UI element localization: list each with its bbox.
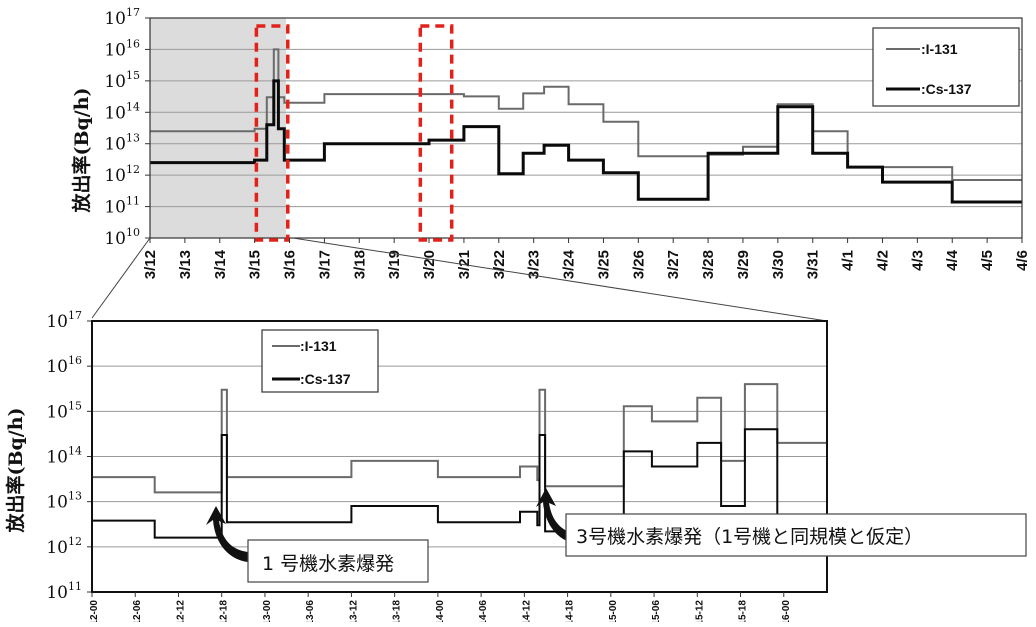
y-tick-label-14: 1014 — [46, 445, 82, 468]
x-tick-label: 3/24 — [561, 249, 578, 279]
series-line-cs137 — [150, 79, 1022, 204]
top-dashed-boxes — [254, 24, 454, 242]
x-tick-label: 3/17 — [316, 250, 333, 279]
annotation-unit3-arrow — [536, 488, 578, 544]
highlight-dashed-box-1 — [254, 24, 290, 242]
top-series-group — [150, 48, 1022, 204]
y-tick-label-12: 1012 — [104, 163, 140, 186]
annotation-unit1-arrow — [206, 506, 248, 562]
top-legend: :I-131 :Cs-137 — [872, 27, 1020, 107]
annotation-unit1: 1 号機水素爆発 — [206, 506, 429, 583]
x-tick-label: 3/28 — [700, 250, 717, 279]
y-tick-label-13: 1013 — [104, 132, 140, 155]
x-tick-label: 3/15-18 — [738, 600, 749, 622]
y-tick-label-17: 1017 — [46, 309, 82, 332]
x-tick-label: 4/4 — [944, 249, 961, 271]
x-tick-label: 4/1 — [840, 250, 857, 271]
highlight-dashed-box-2 — [418, 24, 454, 242]
x-tick-label: 3/20 — [421, 250, 438, 279]
x-tick-label: 3/26 — [630, 250, 647, 279]
x-tick-label: 4/2 — [874, 250, 891, 271]
x-tick-label: 3/14-06 — [478, 600, 489, 622]
x-tick-label: 3/14-12 — [521, 600, 532, 622]
x-tick-label: 4/6 — [1014, 250, 1031, 271]
zoom-connector-left — [91, 237, 151, 319]
bottom-plot-frame — [91, 320, 828, 593]
top-y-axis-label: 放出率(Bq/h) — [70, 87, 93, 213]
top-chart: 1010 1011 1012 1013 1014 1015 1016 1017 3/12 3/1… — [70, 6, 1031, 279]
x-tick-label: 3/15-00 — [608, 600, 619, 622]
x-tick-label: 3/13-18 — [392, 600, 403, 622]
x-tick-label: 3/13-00 — [262, 600, 273, 622]
top-y-tick-labels: 1010 1011 1012 1013 1014 1015 1016 1017 — [104, 6, 140, 249]
x-tick-label: 3/16 — [282, 250, 299, 279]
x-tick-label: 3/14-00 — [435, 600, 446, 622]
x-tick-label: 3/30 — [770, 250, 787, 279]
y-tick-label-16: 1016 — [104, 37, 140, 60]
bottom-legend-label-cs137: :Cs-137 — [300, 371, 351, 387]
x-tick-label: 4/5 — [979, 250, 996, 271]
x-tick-label: 3/12-00 — [89, 600, 100, 622]
x-tick-label: 3/18 — [351, 250, 368, 279]
x-tick-label: 3/12-06 — [132, 600, 143, 622]
top-x-tick-labels: 3/123/133/143/153/163/173/183/193/203/21… — [142, 238, 1031, 279]
annotation-unit1-text: 1 号機水素爆発 — [262, 553, 394, 575]
x-tick-label: 3/23 — [526, 250, 543, 279]
bottom-series-group — [92, 383, 827, 539]
top-plot-frame — [149, 17, 1023, 239]
x-tick-label: 3/15 — [247, 250, 264, 279]
zoom-connector-right — [292, 237, 828, 322]
annotation-unit1-box — [247, 539, 429, 583]
x-tick-label: 3/13 — [177, 250, 194, 279]
bottom-legend-box — [261, 329, 379, 393]
x-tick-label: 3/13-06 — [305, 600, 316, 622]
x-tick-label: 3/12-12 — [175, 600, 186, 622]
bottom-y-tick-labels: 1011 1012 1013 1014 1015 1016 1017 — [46, 309, 82, 603]
y-tick-label-10: 1010 — [104, 226, 140, 249]
x-tick-label: 3/22 — [491, 250, 508, 279]
annotation-unit3: 3号機水素爆発（1号機と同規模と仮定） — [536, 488, 1027, 557]
bottom-x-tick-labels: 3/12-00 3/12-06 3/12-12 3/12-18 3/13-00 3/13-… — [89, 592, 792, 627]
x-tick-label: 3/12-18 — [219, 600, 230, 622]
x-tick-label: 4/3 — [909, 250, 926, 271]
top-legend-label-i131: :I-131 — [921, 41, 958, 57]
y-tick-label-12: 1012 — [46, 535, 82, 558]
x-tick-label: 3/29 — [735, 250, 752, 279]
bottom-legend-label-i131: :I-131 — [300, 338, 337, 354]
y-tick-label-11: 1011 — [104, 195, 140, 218]
x-tick-label: 3/14 — [212, 249, 229, 279]
x-tick-label: 3/27 — [665, 250, 682, 279]
y-tick-label-17: 1017 — [104, 6, 140, 29]
bottom-legend: :I-131 :Cs-137 — [261, 329, 379, 393]
annotation-unit3-box — [565, 513, 1027, 557]
series-line-i131 — [92, 383, 827, 494]
x-tick-label: 3/16-00 — [781, 600, 792, 622]
x-tick-label: 3/25 — [595, 250, 612, 279]
bottom-y-axis-label: 放出率(Bq/h) — [4, 407, 27, 533]
x-tick-label: 3/13-12 — [348, 600, 359, 622]
y-tick-label-15: 1015 — [46, 399, 82, 422]
y-tick-label-16: 1016 — [46, 354, 82, 377]
x-tick-label: 3/15-12 — [694, 600, 705, 622]
x-tick-label: 3/31 — [805, 250, 822, 279]
series-line-i131 — [150, 48, 1022, 181]
series-line-cs137 — [92, 428, 827, 539]
y-tick-label-11: 1011 — [46, 580, 82, 603]
x-tick-label: 3/19 — [386, 250, 403, 279]
y-tick-label-13: 1013 — [46, 490, 82, 513]
annotation-unit3-text: 3号機水素爆発（1号機と同規模と仮定） — [576, 526, 923, 548]
top-legend-box — [872, 27, 1020, 107]
y-tick-label-15: 1015 — [104, 69, 140, 92]
x-tick-label: 3/15-06 — [651, 600, 662, 622]
x-tick-label: 3/14-18 — [565, 600, 576, 622]
y-tick-label-14: 1014 — [104, 100, 140, 123]
top-legend-label-cs137: :Cs-137 — [921, 81, 972, 97]
x-tick-label: 3/12 — [142, 250, 159, 279]
